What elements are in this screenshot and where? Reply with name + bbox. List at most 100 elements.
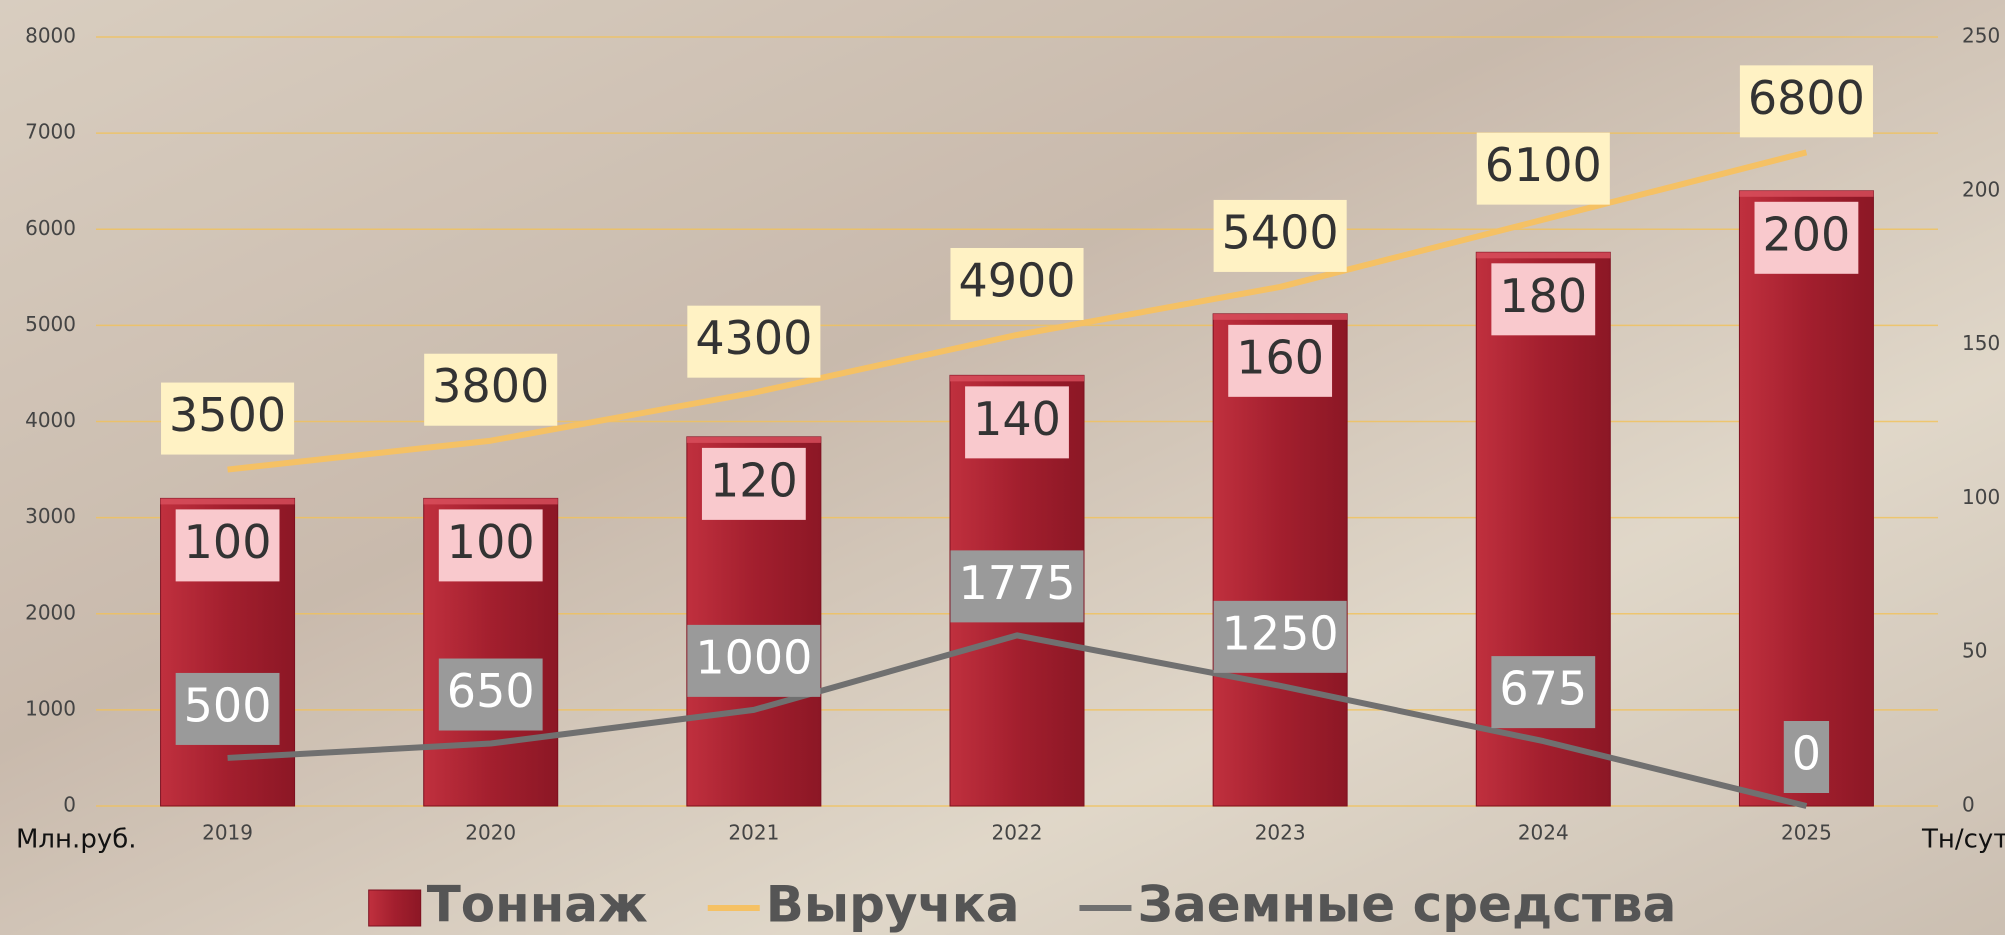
debt-data-label-box [1213, 600, 1347, 673]
y2-tick-label: 0 [1962, 793, 1975, 817]
revenue-data-label: 4300 [695, 311, 812, 365]
revenue-data-label: 3800 [432, 359, 549, 413]
debt-data-label-group: 1250 [1213, 600, 1347, 673]
revenue-data-label-group: 6800 [1739, 65, 1873, 138]
bar-data-label-group: 200 [1754, 201, 1859, 274]
revenue-data-label-box [424, 353, 558, 426]
bar-highlight [686, 436, 821, 443]
bar-data-label-group: 120 [701, 447, 806, 520]
debt-data-label-group: 0 [1783, 721, 1830, 793]
revenue-data-label-group: 3500 [161, 382, 295, 455]
debt-data-label: 1000 [695, 630, 812, 684]
revenue-data-label-group: 4900 [950, 247, 1084, 320]
debt-data-label-group: 1775 [950, 550, 1084, 623]
y-tick-label: 4000 [25, 408, 76, 432]
x-tick-label: 2019 [202, 821, 253, 845]
revenue-data-label-group: 6100 [1476, 132, 1610, 205]
debt-data-label-group: 500 [175, 672, 280, 745]
y-tick-label: 7000 [25, 120, 76, 144]
y-tick-label: 8000 [25, 24, 76, 48]
debt-data-label-group: 675 [1491, 656, 1596, 729]
debt-data-label: 500 [184, 678, 272, 732]
revenue-data-label-group: 5400 [1213, 199, 1347, 272]
y2-tick-label: 250 [1962, 24, 2000, 48]
debt-data-label: 675 [1499, 662, 1587, 716]
bar-data-label-box [1228, 324, 1333, 397]
y2-tick-label: 50 [1962, 639, 1987, 663]
y2-tick-label: 200 [1962, 177, 2000, 201]
line [227, 149, 1808, 473]
debt-data-label-group: 650 [438, 658, 543, 731]
x-tick-label: 2025 [1781, 821, 1832, 845]
debt-data-label-group: 1000 [687, 624, 821, 697]
revenue-data-label: 3500 [169, 388, 286, 442]
bar [1738, 190, 1874, 807]
debt-data-label: 1250 [1222, 606, 1339, 660]
y-tick-label: 2000 [25, 600, 76, 624]
bar-data-label: 100 [184, 515, 272, 569]
legend-label: Выручка [766, 876, 1020, 934]
y2-tick-label: 150 [1962, 331, 2000, 355]
bar-data-label-group: 100 [175, 509, 280, 582]
bar-data-label: 140 [973, 392, 1061, 446]
bar-data-label-box [701, 447, 806, 520]
revenue-data-label-group: 4300 [687, 305, 821, 378]
bar-data-label: 100 [447, 515, 535, 569]
bar-data-label-box [1491, 263, 1596, 336]
bar-data-label: 200 [1763, 207, 1851, 261]
revenue-data-label-box [1213, 199, 1347, 272]
bar-data-label-group: 140 [965, 386, 1069, 459]
y2-axis-label: Тн/сут [1921, 825, 2005, 855]
bar-data-label-group: 180 [1491, 263, 1596, 336]
legend-swatch [368, 889, 422, 927]
debt-data-label: 0 [1792, 727, 1821, 781]
bar-data-label: 160 [1236, 330, 1324, 384]
legend-label: Тоннаж [427, 876, 648, 934]
y-tick-label: 1000 [25, 696, 76, 720]
debt-data-label-box [687, 624, 821, 697]
revenue-data-label: 4900 [958, 253, 1075, 307]
x-tick-label: 2024 [1518, 821, 1569, 845]
revenue-data-label-box [161, 382, 295, 455]
x-tick-label: 2021 [728, 821, 779, 845]
y-tick-label: 0 [63, 793, 76, 817]
bar-highlight [1476, 252, 1611, 259]
bar-data-label-group: 160 [1228, 324, 1333, 397]
legend-label: Заемные средства [1137, 876, 1676, 934]
debt-data-label-box [1783, 721, 1830, 793]
bar-data-label-group: 100 [438, 509, 543, 582]
y-axis-label: Млн.руб. [16, 825, 137, 855]
debt-data-label-box [438, 658, 543, 731]
bar-data-label-box [438, 509, 543, 582]
revenue-data-label-box [1739, 65, 1873, 138]
bar-data-label: 180 [1499, 269, 1587, 323]
bar-highlight [160, 498, 295, 505]
x-tick-label: 2020 [465, 821, 516, 845]
bar-highlight [423, 498, 558, 505]
revenue-data-label-box [687, 305, 821, 378]
revenue-data-label-box [1476, 132, 1610, 205]
x-tick-label: 2022 [992, 821, 1043, 845]
revenue-data-label: 5400 [1222, 205, 1339, 259]
y-tick-label: 6000 [25, 216, 76, 240]
revenue-data-label: 6800 [1748, 71, 1865, 125]
y-tick-label: 3000 [25, 504, 76, 528]
bar-highlight [1213, 313, 1348, 320]
revenue-data-label: 6100 [1485, 138, 1602, 192]
debt-data-label: 1775 [958, 556, 1075, 610]
bar-highlight [950, 375, 1084, 382]
bar-data-label-box [175, 509, 280, 582]
bar-data-label-box [1754, 201, 1859, 274]
x-tick-label: 2023 [1255, 821, 1306, 845]
y2-tick-label: 100 [1962, 485, 2000, 509]
bar-highlight [1739, 190, 1874, 197]
legend: Тоннаж Выручка Заемные средства [368, 876, 1676, 934]
debt-data-label: 650 [447, 664, 535, 718]
revenue-data-label-group: 3800 [424, 353, 558, 426]
bar-data-label-box [965, 386, 1069, 459]
bar-data-label: 120 [710, 453, 798, 507]
debt-data-label-box [950, 550, 1084, 623]
revenue-data-label-box [950, 247, 1084, 320]
y-tick-label: 5000 [25, 312, 76, 336]
